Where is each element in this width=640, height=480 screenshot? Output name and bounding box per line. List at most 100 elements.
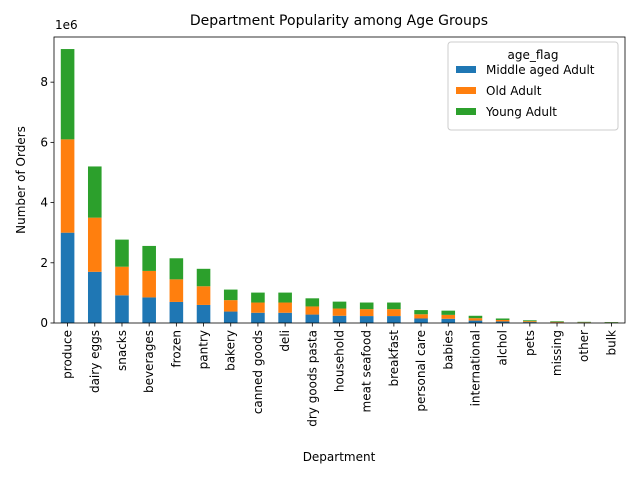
- y-tick-label: 2: [40, 256, 48, 270]
- x-tick-label: breakfast: [387, 330, 401, 387]
- bar-segment-deli-young-adult: [278, 292, 292, 303]
- y-tick-label: 0: [40, 316, 48, 330]
- y-tick-label: 4: [40, 196, 48, 210]
- bar-segment-personal-care-old-adult: [414, 314, 428, 319]
- legend: age_flag Middle aged Adult Old Adult Young…: [447, 41, 619, 131]
- x-tick-label: beverages: [142, 330, 156, 393]
- x-tick-label: canned goods: [251, 330, 265, 414]
- x-tick-label: bulk: [604, 330, 618, 356]
- bar-segment-meat-seafood-middle-aged-adult: [359, 316, 374, 323]
- bar-segment-missing-old-adult: [550, 321, 564, 323]
- bars: [60, 49, 619, 323]
- bar-segment-international-middle-aged-adult: [468, 320, 483, 323]
- bar-segment-alchol-old-adult: [495, 319, 510, 322]
- bar-segment-international-young-adult: [468, 315, 483, 319]
- y-offset-label: 1e6: [55, 18, 78, 32]
- bar-segment-canned-goods-old-adult: [251, 302, 265, 313]
- chart-title: Department Popularity among Age Groups: [190, 13, 488, 29]
- bar-segment-dairy-eggs-young-adult: [87, 166, 102, 218]
- bar-segment-babies-old-adult: [441, 314, 456, 319]
- bar-segment-alchol-middle-aged-adult: [495, 321, 510, 323]
- bar-segment-snacks-middle-aged-adult: [115, 295, 129, 323]
- legend-title: age_flag: [508, 48, 559, 62]
- bar-segment-bakery-middle-aged-adult: [223, 311, 238, 323]
- bar-segment-international-old-adult: [468, 318, 483, 321]
- x-tick-label: international: [468, 330, 482, 406]
- bar-segment-snacks-young-adult: [115, 239, 129, 267]
- bar-segment-breakfast-young-adult: [387, 302, 401, 310]
- bar-segment-snacks-old-adult: [115, 266, 129, 296]
- bar-segment-babies-middle-aged-adult: [441, 318, 456, 323]
- bar-segment-babies-young-adult: [441, 310, 456, 315]
- bar-segment-dry-goods-pasta-middle-aged-adult: [305, 314, 320, 323]
- bar-segment-breakfast-old-adult: [387, 309, 401, 317]
- y-tick-label: 8: [40, 75, 48, 89]
- legend-swatch: [456, 108, 476, 115]
- bar-segment-personal-care-middle-aged-adult: [414, 318, 428, 323]
- y-tick-label: 6: [40, 135, 48, 149]
- x-tick-label: babies: [441, 330, 455, 370]
- bar-segment-personal-care-young-adult: [414, 310, 428, 315]
- bar-segment-dry-goods-pasta-young-adult: [305, 298, 320, 307]
- bar-segment-alchol-young-adult: [495, 318, 510, 320]
- bar-segment-beverages-young-adult: [142, 245, 156, 271]
- y-axis-label: Number of Orders: [14, 126, 28, 234]
- bar-segment-beverages-old-adult: [142, 270, 156, 298]
- x-axis-label: Department: [303, 450, 376, 464]
- x-axis: produce dairy eggs snacks beverages frozen pa…: [61, 323, 618, 427]
- bar-segment-household-young-adult: [332, 301, 347, 309]
- bar-segment-pets-old-adult: [523, 321, 537, 323]
- legend-label: Middle aged Adult: [486, 63, 595, 77]
- legend-box: [447, 41, 619, 131]
- x-tick-label: pets: [523, 330, 537, 356]
- bar-segment-produce-old-adult: [60, 139, 75, 233]
- y-axis: 0 2 4 6 8: [40, 75, 54, 330]
- x-tick-label: personal care: [414, 330, 428, 412]
- x-tick-label: alchol: [496, 330, 510, 366]
- bar-segment-dairy-eggs-middle-aged-adult: [87, 271, 102, 323]
- bar-segment-frozen-middle-aged-adult: [169, 301, 184, 323]
- x-tick-label: dairy eggs: [88, 330, 102, 393]
- bar-segment-missing-young-adult: [550, 321, 564, 322]
- bar-segment-pantry-old-adult: [196, 286, 211, 305]
- legend-swatch: [456, 87, 476, 94]
- x-tick-label: dry goods pasta: [305, 330, 319, 427]
- bar-segment-produce-young-adult: [60, 49, 75, 140]
- x-tick-label: bakery: [224, 330, 238, 371]
- legend-label: Young Adult: [485, 105, 557, 119]
- x-tick-label: produce: [61, 330, 75, 379]
- x-tick-label: snacks: [115, 330, 129, 371]
- bar-segment-bakery-young-adult: [223, 289, 238, 301]
- bar-segment-breakfast-middle-aged-adult: [387, 316, 401, 323]
- bar-segment-beverages-middle-aged-adult: [142, 297, 156, 323]
- x-tick-label: missing: [550, 330, 564, 376]
- bar-segment-canned-goods-middle-aged-adult: [251, 312, 265, 323]
- bar-segment-pets-middle-aged-adult: [523, 322, 537, 323]
- bar-segment-deli-middle-aged-adult: [278, 312, 292, 323]
- bar-segment-bakery-old-adult: [223, 300, 238, 312]
- x-tick-label: pantry: [197, 330, 211, 369]
- bar-segment-pantry-middle-aged-adult: [196, 304, 211, 323]
- bar-segment-canned-goods-young-adult: [251, 292, 265, 303]
- bar-segment-meat-seafood-old-adult: [359, 309, 374, 317]
- bar-segment-pantry-young-adult: [196, 268, 211, 287]
- bar-segment-meat-seafood-young-adult: [359, 302, 374, 310]
- bar-segment-frozen-old-adult: [169, 279, 184, 302]
- bar-segment-produce-middle-aged-adult: [60, 232, 75, 323]
- bar-segment-dairy-eggs-old-adult: [87, 217, 102, 272]
- x-tick-label: meat seafood: [360, 330, 374, 412]
- bar-segment-household-old-adult: [332, 308, 347, 316]
- bar-segment-pets-young-adult: [523, 320, 537, 322]
- bar-segment-dry-goods-pasta-old-adult: [305, 306, 320, 315]
- legend-swatch: [456, 66, 476, 73]
- x-tick-label: other: [577, 330, 591, 362]
- bar-segment-deli-old-adult: [278, 302, 292, 313]
- legend-label: Old Adult: [486, 84, 542, 98]
- x-tick-label: deli: [278, 330, 292, 352]
- bar-segment-household-middle-aged-adult: [332, 315, 347, 323]
- bar-segment-frozen-young-adult: [169, 258, 184, 280]
- x-tick-label: household: [333, 330, 347, 392]
- x-tick-label: frozen: [169, 330, 183, 368]
- plot-frame: [53, 36, 626, 324]
